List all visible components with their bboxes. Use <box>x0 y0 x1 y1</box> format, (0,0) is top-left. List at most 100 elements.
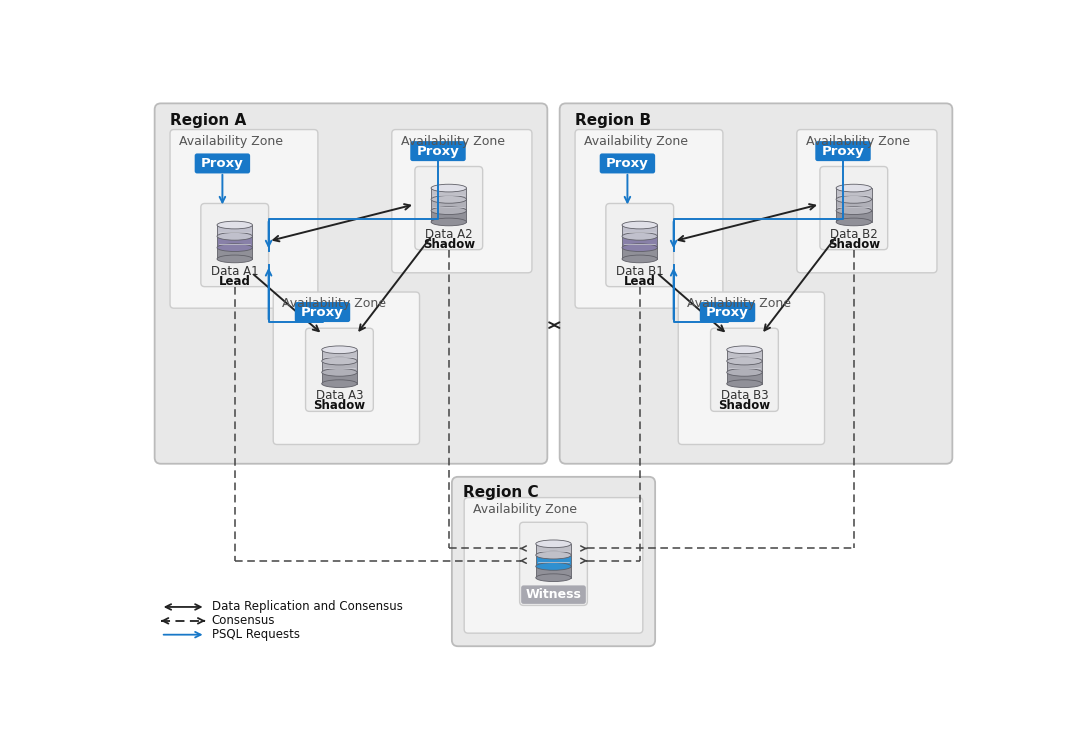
Text: Proxy: Proxy <box>301 306 343 319</box>
FancyBboxPatch shape <box>519 522 588 606</box>
FancyBboxPatch shape <box>575 130 723 308</box>
Polygon shape <box>622 248 658 259</box>
Ellipse shape <box>836 207 872 215</box>
FancyBboxPatch shape <box>201 204 269 286</box>
Ellipse shape <box>217 244 253 251</box>
Text: Region C: Region C <box>462 485 538 500</box>
Ellipse shape <box>622 255 658 263</box>
Polygon shape <box>836 188 872 199</box>
Text: Availability Zone: Availability Zone <box>179 134 283 148</box>
Text: Proxy: Proxy <box>822 145 864 157</box>
Ellipse shape <box>217 255 253 263</box>
FancyBboxPatch shape <box>306 328 374 411</box>
Text: Consensus: Consensus <box>212 614 275 627</box>
FancyBboxPatch shape <box>559 104 953 464</box>
Text: Availability Zone: Availability Zone <box>688 297 792 310</box>
Text: Availability Zone: Availability Zone <box>401 134 505 148</box>
Polygon shape <box>431 210 467 222</box>
Text: Proxy: Proxy <box>606 157 649 170</box>
Ellipse shape <box>836 218 872 226</box>
FancyBboxPatch shape <box>678 292 824 445</box>
Text: Data A1: Data A1 <box>211 265 258 278</box>
Ellipse shape <box>727 380 762 387</box>
Ellipse shape <box>536 562 571 570</box>
Text: Availability Zone: Availability Zone <box>806 134 910 148</box>
Text: Shadow: Shadow <box>313 400 365 413</box>
FancyBboxPatch shape <box>410 141 465 161</box>
Text: Region A: Region A <box>170 113 246 128</box>
Ellipse shape <box>622 233 658 240</box>
Polygon shape <box>727 361 762 372</box>
Ellipse shape <box>622 222 658 229</box>
FancyBboxPatch shape <box>797 130 937 273</box>
FancyBboxPatch shape <box>522 586 585 604</box>
FancyBboxPatch shape <box>820 166 888 250</box>
Polygon shape <box>536 566 571 577</box>
Polygon shape <box>217 225 253 236</box>
Polygon shape <box>836 210 872 222</box>
FancyBboxPatch shape <box>599 154 656 174</box>
Text: Data B3: Data B3 <box>720 389 768 403</box>
FancyBboxPatch shape <box>815 141 870 161</box>
Text: Lead: Lead <box>624 275 656 288</box>
Text: Data A3: Data A3 <box>315 389 363 403</box>
Text: Lead: Lead <box>219 275 251 288</box>
Ellipse shape <box>322 346 357 354</box>
Ellipse shape <box>727 357 762 365</box>
Text: Availability Zone: Availability Zone <box>584 134 688 148</box>
Polygon shape <box>217 236 253 248</box>
Text: Shadow: Shadow <box>827 238 880 251</box>
Text: Region B: Region B <box>575 113 651 128</box>
Text: Availability Zone: Availability Zone <box>283 297 387 310</box>
FancyBboxPatch shape <box>451 477 656 646</box>
FancyBboxPatch shape <box>711 328 779 411</box>
Polygon shape <box>322 350 357 361</box>
Ellipse shape <box>431 218 467 226</box>
Polygon shape <box>836 199 872 210</box>
Text: Proxy: Proxy <box>706 306 748 319</box>
Polygon shape <box>622 236 658 248</box>
Ellipse shape <box>322 380 357 387</box>
Polygon shape <box>727 372 762 383</box>
Polygon shape <box>217 248 253 259</box>
Ellipse shape <box>322 357 357 365</box>
Polygon shape <box>322 361 357 372</box>
Text: Shadow: Shadow <box>718 400 770 413</box>
FancyBboxPatch shape <box>194 154 251 174</box>
Text: Proxy: Proxy <box>417 145 459 157</box>
Text: Witness: Witness <box>526 588 581 601</box>
FancyBboxPatch shape <box>170 130 318 308</box>
Ellipse shape <box>431 184 467 192</box>
Ellipse shape <box>431 207 467 215</box>
Ellipse shape <box>836 184 872 192</box>
Polygon shape <box>431 199 467 210</box>
Text: Shadow: Shadow <box>422 238 475 251</box>
Ellipse shape <box>431 195 467 203</box>
Polygon shape <box>431 188 467 199</box>
Ellipse shape <box>217 233 253 240</box>
Ellipse shape <box>622 244 658 251</box>
Text: Data A2: Data A2 <box>424 228 473 241</box>
Text: PSQL Requests: PSQL Requests <box>212 628 299 641</box>
FancyBboxPatch shape <box>606 204 674 286</box>
FancyBboxPatch shape <box>700 302 755 322</box>
Ellipse shape <box>217 222 253 229</box>
Ellipse shape <box>836 195 872 203</box>
Text: Proxy: Proxy <box>201 157 244 170</box>
Polygon shape <box>536 544 571 555</box>
Ellipse shape <box>536 574 571 582</box>
Polygon shape <box>322 372 357 383</box>
Text: Data Replication and Consensus: Data Replication and Consensus <box>212 601 403 613</box>
Ellipse shape <box>322 369 357 376</box>
Ellipse shape <box>727 346 762 354</box>
Polygon shape <box>727 350 762 361</box>
Polygon shape <box>622 225 658 236</box>
Ellipse shape <box>536 551 571 559</box>
FancyBboxPatch shape <box>273 292 419 445</box>
Ellipse shape <box>536 540 571 548</box>
Text: Data B1: Data B1 <box>616 265 663 278</box>
Ellipse shape <box>727 369 762 376</box>
FancyBboxPatch shape <box>154 104 548 464</box>
FancyBboxPatch shape <box>415 166 483 250</box>
Polygon shape <box>536 555 571 566</box>
